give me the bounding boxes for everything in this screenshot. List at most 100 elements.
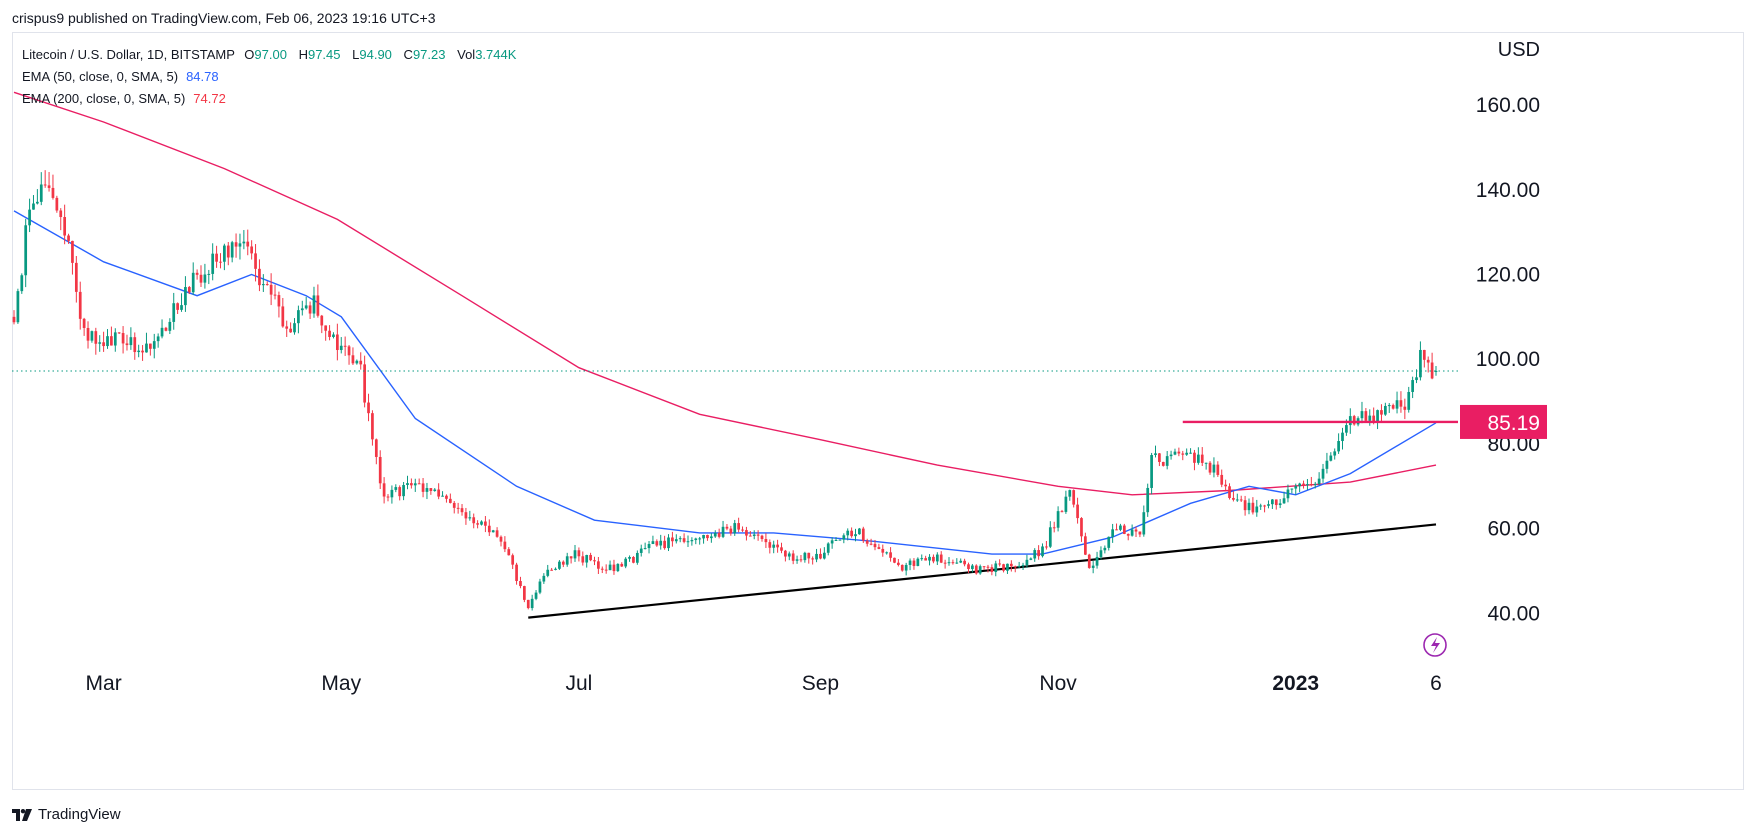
- candle-body: [1407, 391, 1411, 410]
- chart-legend: Litecoin / U.S. Dollar, 1D, BITSTAMP O97…: [22, 44, 524, 110]
- ohlc-row: Litecoin / U.S. Dollar, 1D, BITSTAMP O97…: [22, 44, 524, 66]
- candle-body: [448, 498, 452, 503]
- candle-body: [889, 552, 892, 558]
- candle-body: [1165, 456, 1169, 466]
- candle-body: [573, 550, 577, 559]
- candle-body: [43, 184, 47, 186]
- candle-body: [1294, 486, 1298, 489]
- candle-body: [686, 541, 690, 543]
- candle-body: [959, 560, 963, 563]
- candle-body: [413, 483, 417, 486]
- candle-body: [304, 305, 308, 309]
- candle-body: [932, 556, 935, 562]
- candle-body: [978, 566, 982, 574]
- candle-body: [526, 599, 530, 609]
- candle-body: [655, 541, 659, 546]
- candle-body: [967, 564, 970, 569]
- candle-body: [499, 536, 503, 542]
- candle-body: [639, 548, 643, 553]
- candle-body: [437, 489, 441, 497]
- candle-body: [1348, 416, 1352, 426]
- candle-body: [939, 554, 943, 563]
- candle-body: [1208, 462, 1212, 473]
- candle-body: [1372, 415, 1376, 422]
- candle-body: [542, 575, 546, 582]
- candle-body: [371, 413, 374, 440]
- candle-body: [261, 284, 265, 286]
- candle-body: [141, 350, 144, 353]
- candle-body: [1368, 415, 1372, 421]
- candle-body: [433, 489, 437, 491]
- candle-body: [1337, 441, 1340, 452]
- x-tick-label: Mar: [86, 672, 122, 695]
- candle-body: [1395, 400, 1399, 409]
- candle-body: [1029, 558, 1033, 560]
- candle-body: [721, 526, 725, 537]
- candle-body: [1115, 529, 1118, 531]
- candle-body: [211, 253, 215, 274]
- candle-body: [1352, 416, 1356, 425]
- candle-body: [382, 483, 386, 497]
- candle-body: [1009, 563, 1013, 567]
- candle-body: [1403, 406, 1407, 410]
- candle-body: [558, 561, 561, 569]
- candle-body: [1364, 411, 1368, 421]
- candle-body: [986, 566, 990, 568]
- candle-body: [1212, 464, 1216, 473]
- candle-body: [1017, 565, 1021, 567]
- candle-body: [110, 336, 113, 346]
- candle-body: [1243, 500, 1247, 511]
- candle-body: [63, 217, 67, 236]
- candle-body: [226, 245, 230, 258]
- candle-body: [121, 333, 125, 344]
- candle-body: [924, 558, 927, 561]
- candle-body: [1177, 451, 1181, 454]
- candle-body: [507, 549, 511, 556]
- candle-body: [515, 564, 518, 581]
- candle-body: [729, 528, 733, 534]
- candle-body: [1321, 468, 1325, 479]
- candle-body: [678, 538, 682, 540]
- candle-body: [748, 535, 752, 537]
- candle-body: [476, 523, 479, 525]
- candle-body: [1309, 484, 1313, 486]
- lightning-icon: [1423, 633, 1447, 657]
- candle-body: [1126, 533, 1130, 536]
- candle-body: [1430, 362, 1434, 379]
- x-tick-label: May: [321, 672, 361, 695]
- candle-body: [713, 532, 717, 537]
- candle-body: [491, 530, 495, 533]
- candle-body: [250, 246, 254, 254]
- x-tick-label: 6: [1430, 672, 1442, 695]
- candle-body: [523, 586, 526, 600]
- candle-body: [258, 268, 261, 286]
- ema50-row: EMA (50, close, 0, SMA, 5) 84.78: [22, 66, 524, 88]
- ema50-value: 84.78: [186, 69, 219, 84]
- candle-body: [674, 539, 678, 542]
- candle-body: [1142, 512, 1146, 535]
- candle-body: [203, 274, 207, 283]
- candle-body: [1037, 550, 1040, 557]
- candle-body: [1434, 370, 1438, 372]
- candle-body: [1267, 504, 1270, 506]
- candle-body: [1080, 518, 1083, 537]
- candle-body: [893, 557, 896, 563]
- y-tick-label: 40.00: [1487, 602, 1540, 625]
- candle-body: [916, 558, 920, 566]
- candle-body: [998, 563, 1002, 565]
- candle-body: [530, 598, 534, 609]
- candle-body: [690, 540, 694, 542]
- candle-body: [1200, 454, 1204, 463]
- candle-body: [651, 541, 655, 544]
- candle-body: [417, 483, 421, 485]
- candle-body: [308, 305, 312, 314]
- candle-body: [74, 262, 78, 292]
- candle-body: [1099, 550, 1103, 557]
- candle-body: [39, 184, 43, 202]
- candle-body: [1360, 411, 1364, 419]
- candle-body: [386, 496, 390, 498]
- candle-body: [351, 355, 355, 364]
- candle-body: [1263, 505, 1266, 507]
- tradingview-brand[interactable]: TradingView: [12, 806, 121, 823]
